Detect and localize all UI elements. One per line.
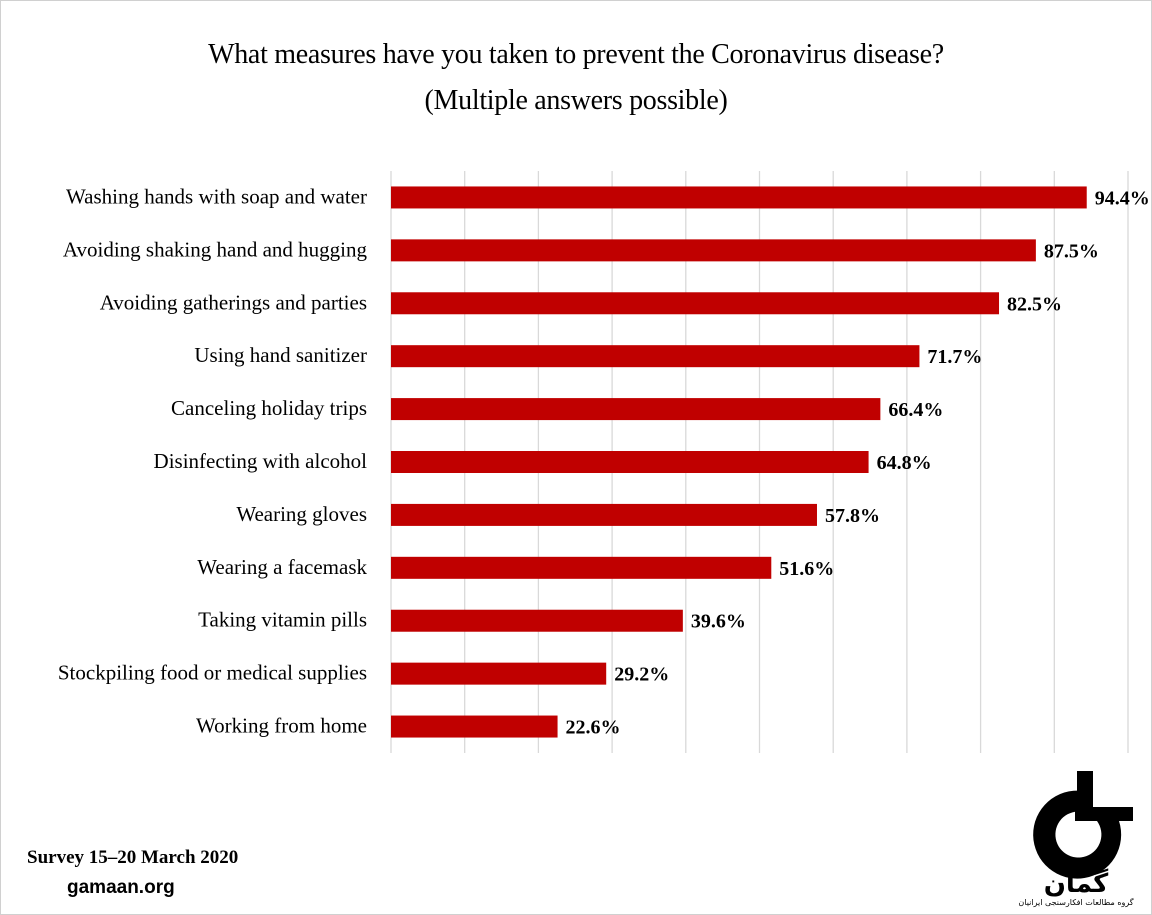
bar: [391, 662, 607, 685]
logo-ring-icon: [1033, 790, 1122, 879]
value-label: 57.8%: [825, 505, 880, 527]
bar: [391, 239, 1036, 262]
logo-stem-icon: [1077, 771, 1093, 807]
bar: [391, 503, 817, 526]
bar: [391, 451, 869, 473]
bar: [391, 186, 1087, 209]
bar: [391, 715, 558, 738]
category-label: Wearing gloves: [236, 502, 367, 526]
category-label: Avoiding shaking hand and hugging: [63, 237, 368, 261]
value-label: 64.8%: [877, 452, 932, 474]
chart-title: What measures have you taken to prevent …: [208, 39, 944, 70]
value-label: 71.7%: [927, 346, 982, 368]
value-label: 39.6%: [691, 611, 746, 633]
bar: [391, 556, 772, 579]
bar: [391, 609, 683, 632]
value-label: 66.4%: [888, 399, 943, 421]
category-label: Taking vitamin pills: [198, 608, 367, 632]
category-label: Disinfecting with alcohol: [154, 449, 368, 473]
value-label: 22.6%: [566, 717, 621, 739]
logo-bar-icon: [1075, 807, 1133, 821]
value-label: 82.5%: [1007, 293, 1062, 315]
category-label: Canceling holiday trips: [171, 396, 367, 420]
category-label: Working from home: [196, 714, 367, 738]
value-label: 29.2%: [614, 664, 669, 686]
logo-tagline: گروه مطالعات افکارسنجی ایرانیان: [1018, 898, 1134, 907]
category-label: Stockpiling food or medical supplies: [58, 661, 367, 685]
logo-brand: گمان: [1043, 869, 1109, 899]
value-label: 87.5%: [1044, 240, 1099, 262]
category-label: Using hand sanitizer: [194, 343, 367, 367]
bar: [391, 345, 920, 368]
bars: [391, 186, 1087, 738]
category-labels: Washing hands with soap and water Avoidin…: [58, 184, 368, 737]
bar: [391, 398, 881, 421]
chart-subtitle: (Multiple answers possible): [424, 85, 728, 116]
gamaan-logo: [1033, 771, 1133, 879]
website: gamaan.org: [67, 877, 175, 898]
category-label: Wearing a facemask: [197, 555, 367, 579]
category-label: Avoiding gatherings and parties: [100, 290, 367, 314]
value-labels: 94.4% 87.5% 82.5% 71.7% 66.4% 64.8% 57.8% 51.6%…: [566, 187, 1150, 738]
survey-date: Survey 15–20 March 2020: [27, 847, 239, 868]
category-label: Washing hands with soap and water: [66, 184, 367, 208]
value-label: 94.4%: [1095, 187, 1150, 209]
bar: [391, 292, 1000, 315]
value-label: 51.6%: [779, 558, 834, 580]
bar-chart: Washing hands with soap and water Avoidin…: [58, 171, 1150, 753]
